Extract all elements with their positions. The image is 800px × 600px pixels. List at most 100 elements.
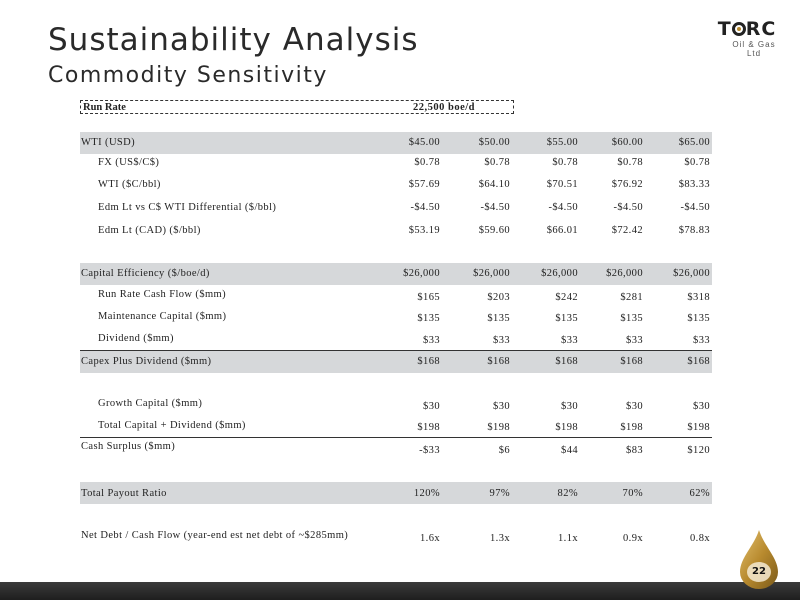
cell: $135	[487, 313, 510, 324]
row-label: Edm Lt vs C$ WTI Differential ($/bbl)	[98, 202, 277, 213]
table-row-run-rate-cash-flow: Run Rate Cash Flow ($mm) $165 $203 $242 …	[80, 284, 712, 306]
row-label: Capital Efficiency ($/boe/d)	[81, 268, 210, 279]
cell: $59.60	[478, 225, 510, 236]
cell: $72.42	[611, 225, 643, 236]
cell: 1.3x	[490, 533, 510, 544]
logo-wordmark: T RC	[717, 18, 777, 40]
row-label: Edm Lt (CAD) ($/bbl)	[98, 225, 201, 236]
cell: $168	[620, 356, 643, 367]
cell: $45.00	[408, 137, 440, 148]
cell: $0.78	[684, 157, 710, 168]
cell: $26,000	[473, 268, 510, 279]
table-row-dividend: Dividend ($mm) $33 $33 $33 $33 $33	[80, 328, 712, 351]
row-label: Total Payout Ratio	[81, 488, 167, 499]
table-row-differential: Edm Lt vs C$ WTI Differential ($/bbl) -$…	[80, 197, 712, 219]
table-row-maintenance-capital: Maintenance Capital ($mm) $135 $135 $135…	[80, 306, 712, 328]
table-row-growth-capital: Growth Capital ($mm) $30 $30 $30 $30 $30	[80, 393, 712, 415]
cell: $30	[626, 401, 643, 412]
cell: 70%	[622, 488, 643, 499]
cell: $76.92	[611, 179, 643, 190]
row-label: Total Capital + Dividend ($mm)	[98, 420, 246, 431]
cell: $50.00	[478, 137, 510, 148]
cell: $135	[555, 313, 578, 324]
cell: 120%	[413, 488, 440, 499]
cell: $165	[417, 292, 440, 303]
footer-bar	[0, 582, 800, 600]
cell: $318	[687, 292, 710, 303]
cell: 0.8x	[690, 533, 710, 544]
cell: 82%	[557, 488, 578, 499]
cell: -$4.50	[410, 202, 440, 213]
cell: $0.78	[414, 157, 440, 168]
page-subtitle: Commodity Sensitivity	[48, 63, 328, 88]
cell: $30	[561, 401, 578, 412]
row-label: Net Debt / Cash Flow (year-end est net d…	[81, 530, 349, 541]
row-label: Maintenance Capital ($mm)	[98, 311, 227, 322]
cell: $83	[626, 445, 643, 456]
row-label: WTI ($C/bbl)	[98, 179, 161, 190]
cell: $57.69	[408, 179, 440, 190]
table-row-wti-cad: WTI ($C/bbl) $57.69 $64.10 $70.51 $76.92…	[80, 174, 712, 196]
cell: $33	[493, 335, 510, 346]
run-rate-value: 22,500 boe/d	[413, 102, 476, 113]
logo-tagline: Oil & Gas Ltd	[732, 40, 776, 58]
cell: $83.33	[678, 179, 710, 190]
cell: 0.9x	[623, 533, 643, 544]
cell: -$4.50	[548, 202, 578, 213]
row-label: WTI (USD)	[81, 137, 136, 148]
cell: $0.78	[552, 157, 578, 168]
cell: 97%	[489, 488, 510, 499]
cell: $203	[487, 292, 510, 303]
cell: $60.00	[611, 137, 643, 148]
cell: 1.1x	[558, 533, 578, 544]
cell: $168	[417, 356, 440, 367]
row-label: Cash Surplus ($mm)	[81, 441, 176, 452]
cell: $135	[417, 313, 440, 324]
cell: $30	[693, 401, 710, 412]
cell: $33	[423, 335, 440, 346]
cell: $78.83	[678, 225, 710, 236]
cell: $65.00	[678, 137, 710, 148]
cell: $33	[561, 335, 578, 346]
cell: $44	[561, 445, 578, 456]
cell: -$33	[419, 445, 440, 456]
run-rate-label: Run Rate	[83, 102, 126, 113]
table-row-capital-efficiency: Capital Efficiency ($/boe/d) $26,000 $26…	[80, 263, 712, 285]
table-row-cash-surplus: Cash Surplus ($mm) -$33 $6 $44 $83 $120	[80, 438, 712, 460]
cell: $242	[555, 292, 578, 303]
table-row-capex-plus-dividend: Capex Plus Dividend ($mm) $168 $168 $168…	[80, 351, 712, 373]
table-row-total-payout-ratio: Total Payout Ratio 120% 97% 82% 70% 62%	[80, 482, 712, 504]
cell: $26,000	[606, 268, 643, 279]
cell: $64.10	[478, 179, 510, 190]
table-row-edm-lt: Edm Lt (CAD) ($/bbl) $53.19 $59.60 $66.0…	[80, 220, 712, 242]
cell: $135	[620, 313, 643, 324]
cell: $70.51	[546, 179, 578, 190]
cell: 62%	[689, 488, 710, 499]
cell: $6	[498, 445, 510, 456]
cell: $26,000	[673, 268, 710, 279]
cell: $0.78	[484, 157, 510, 168]
cell: $198	[487, 422, 510, 433]
cell: $66.01	[546, 225, 578, 236]
cell: -$4.50	[480, 202, 510, 213]
cell: $168	[687, 356, 710, 367]
row-label: Capex Plus Dividend ($mm)	[81, 356, 212, 367]
table-row-total-capital-dividend: Total Capital + Dividend ($mm) $198 $198…	[80, 415, 712, 438]
cell: $33	[626, 335, 643, 346]
cell: $135	[687, 313, 710, 324]
cell: $55.00	[546, 137, 578, 148]
cell: $30	[423, 401, 440, 412]
torc-logo: T RC Oil & Gas Ltd	[714, 18, 780, 58]
row-label: Growth Capital ($mm)	[98, 398, 203, 409]
cell: 1.6x	[420, 533, 440, 544]
cell: $53.19	[408, 225, 440, 236]
oil-drop-icon	[740, 530, 778, 589]
cell: $0.78	[617, 157, 643, 168]
cell: $26,000	[541, 268, 578, 279]
cell: $26,000	[403, 268, 440, 279]
cell: $33	[693, 335, 710, 346]
cell: $168	[487, 356, 510, 367]
cell: $198	[417, 422, 440, 433]
table-row-net-debt-cash-flow: Net Debt / Cash Flow (year-end est net d…	[80, 526, 712, 548]
row-label: Run Rate Cash Flow ($mm)	[98, 289, 227, 300]
